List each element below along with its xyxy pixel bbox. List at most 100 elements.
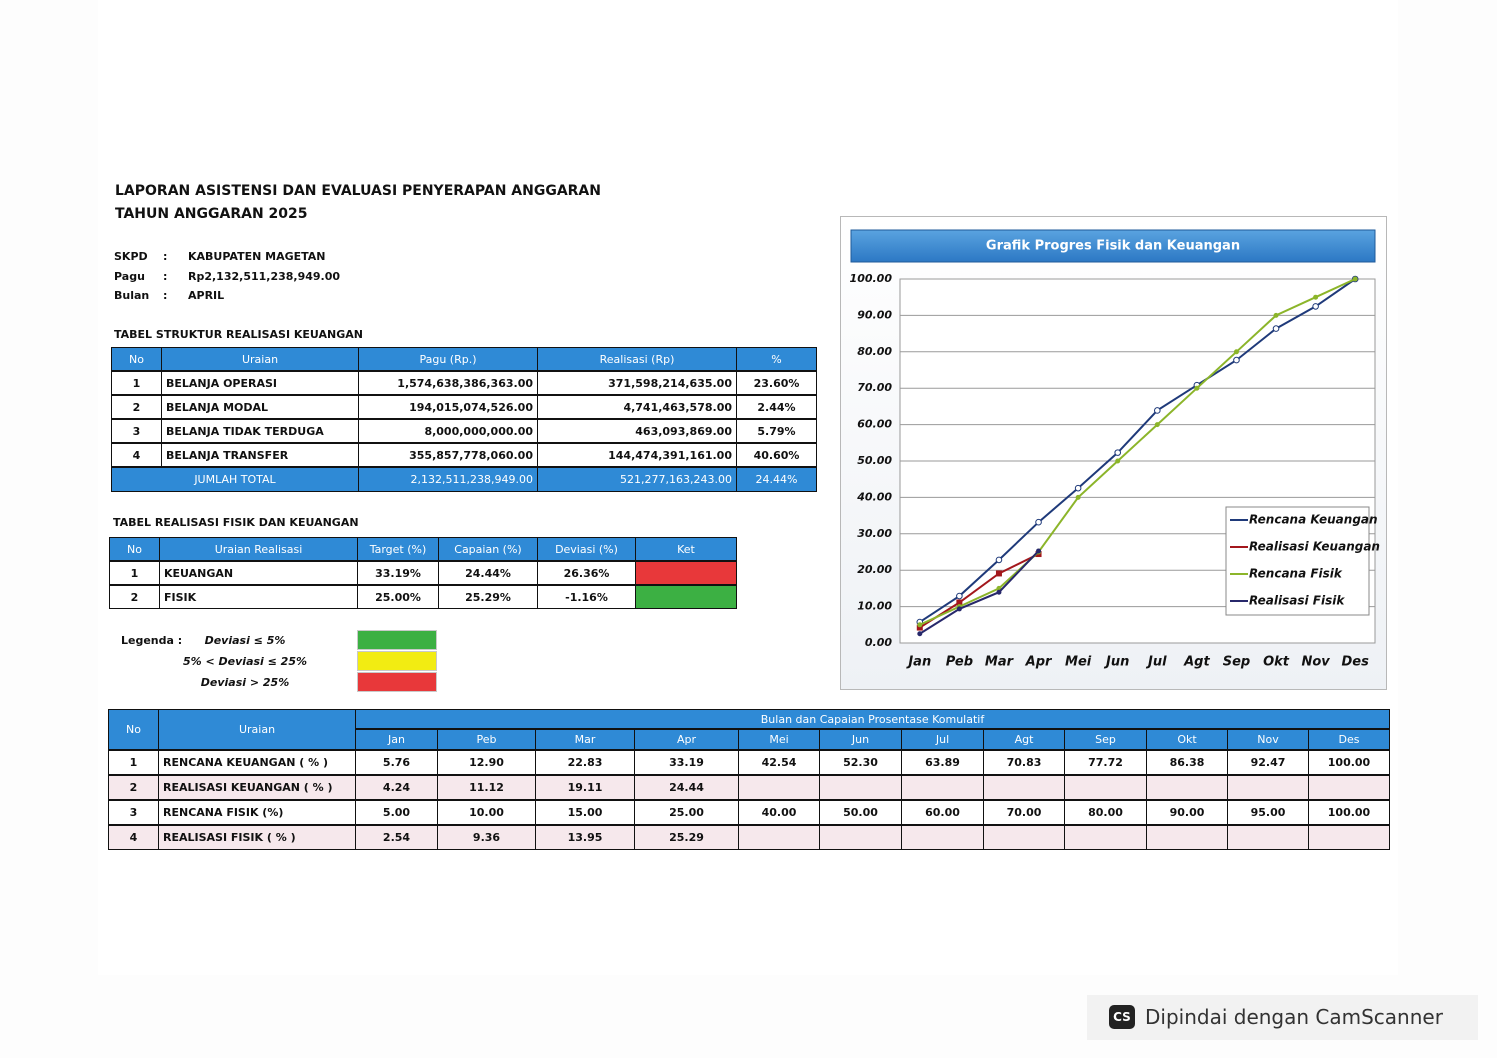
- header-cell: Apr: [634, 729, 739, 750]
- chart-title: Grafik Progres Fisik dan Keuangan: [986, 239, 1240, 254]
- header-cell: Ket: [635, 537, 737, 561]
- data-point: [1035, 518, 1042, 526]
- table-cell: BELANJA TIDAK TERDUGA: [161, 419, 359, 443]
- table-cell: [738, 825, 820, 850]
- table-title: TABEL REALISASI FISIK DAN KEUANGAN: [113, 516, 359, 529]
- data-point: [1074, 484, 1082, 492]
- y-tick-label: 20.00: [857, 563, 892, 576]
- table-cell: [1308, 775, 1390, 800]
- data-point: [1233, 349, 1239, 355]
- legend-box: [1225, 506, 1370, 616]
- table-cell: [983, 775, 1065, 800]
- table-cell: 26.36%: [537, 561, 636, 585]
- header-cell: %: [736, 347, 817, 371]
- table-cell: [738, 775, 820, 800]
- table-cell: 24.44%: [438, 561, 538, 585]
- series-line: [919, 550, 1040, 635]
- x-tick-label: Sep: [1223, 655, 1251, 670]
- header-cell: No: [108, 709, 159, 750]
- table-cell: 2.54: [355, 825, 438, 850]
- header-cell: Peb: [437, 729, 536, 750]
- table-cell: 5.79%: [736, 419, 817, 443]
- table-cell: 4: [111, 443, 162, 467]
- x-tick-label: Mar: [985, 655, 1015, 670]
- header-cell: No: [109, 537, 160, 561]
- table-cell: 194,015,074,526.00: [358, 395, 538, 419]
- total-cell: 24.44%: [736, 467, 817, 492]
- data-point: [956, 606, 962, 612]
- report-title: LAPORAN ASISTENSI DAN EVALUASI PENYERAPA…: [115, 183, 601, 199]
- data-point: [1154, 422, 1160, 428]
- table-cell: BELANJA OPERASI: [161, 371, 359, 395]
- header-cell: Uraian Realisasi: [159, 537, 358, 561]
- table-cell: 144,474,391,161.00: [537, 443, 737, 467]
- table-title: TABEL STRUKTUR REALISASI KEUANGAN: [114, 328, 363, 341]
- table-cell: [1227, 825, 1309, 850]
- table-cell: 4: [108, 825, 159, 850]
- y-tick-label: 80.00: [857, 345, 892, 358]
- header-cell: Realisasi (Rp): [537, 347, 737, 371]
- legend-label: Realisasi Fisik: [1249, 594, 1345, 608]
- table-cell: 1: [108, 750, 159, 775]
- table-cell: RENCANA FISIK (%): [158, 800, 356, 825]
- data-point: [1153, 407, 1161, 414]
- table-cell: 80.00: [1064, 800, 1147, 825]
- y-tick-label: 100.00: [850, 272, 893, 285]
- x-tick-label: Peb: [946, 655, 973, 670]
- x-tick-label: Jul: [1145, 655, 1167, 670]
- data-point: [1272, 325, 1280, 332]
- table-cell: 8,000,000,000.00: [358, 419, 538, 443]
- header-cell: Agt: [983, 729, 1065, 750]
- table-cell: 25.29%: [438, 585, 538, 609]
- info-label: Pagu: [114, 269, 145, 283]
- data-point: [1313, 294, 1319, 300]
- info-value: Rp2,132,511,238,949.00: [188, 269, 341, 283]
- chart-title-bar: [850, 229, 1376, 263]
- data-point: [996, 589, 1002, 595]
- table-cell: [1146, 825, 1228, 850]
- header-cell: Mei: [738, 729, 820, 750]
- table-cell: 24.44: [634, 775, 739, 800]
- status-cell: [635, 585, 737, 609]
- legend-label: 5% < Deviasi ≤ 25%: [182, 655, 308, 668]
- report-subtitle: TAHUN ANGGARAN 2025: [115, 206, 308, 222]
- table-cell: BELANJA MODAL: [161, 395, 359, 419]
- data-point: [995, 570, 1002, 577]
- chart: Grafik Progres Fisik dan Keuangan 0.00 10…: [840, 216, 1387, 690]
- table-cell: 63.89: [901, 750, 984, 775]
- table-cell: 23.60%: [736, 371, 817, 395]
- table-cell: 19.11: [535, 775, 635, 800]
- data-point: [995, 556, 1003, 564]
- table-cell: 77.72: [1064, 750, 1147, 775]
- table-cell: 9.36: [437, 825, 536, 850]
- info-label: SKPD: [114, 250, 148, 263]
- header-cell: Uraian: [158, 709, 356, 750]
- header-cell: Jul: [901, 729, 984, 750]
- table-cell: 15.00: [535, 800, 635, 825]
- header-cell: No: [111, 347, 162, 371]
- table-cell: [983, 825, 1065, 850]
- total-cell: 2,132,511,238,949.00: [358, 467, 538, 492]
- legend-title: Legenda :: [121, 634, 183, 647]
- legend-swatch: [357, 651, 437, 671]
- table-cell: [1146, 775, 1228, 800]
- data-point: [1114, 449, 1122, 456]
- legend-swatch: [357, 672, 437, 692]
- info-separator: :: [163, 250, 168, 263]
- header-cell: Capaian (%): [438, 537, 538, 561]
- legend-swatch: [357, 630, 437, 650]
- legend-label: Deviasi ≤ 5%: [204, 634, 286, 647]
- table-cell: 463,093,869.00: [537, 419, 737, 443]
- table-cell: [819, 775, 902, 800]
- header-cell: Target (%): [357, 537, 439, 561]
- legend-label: Deviasi > 25%: [200, 676, 290, 689]
- table-cell: 13.95: [535, 825, 635, 850]
- info-value: KABUPATEN MAGETAN: [188, 250, 326, 263]
- table-cell: [819, 825, 902, 850]
- data-point: [1194, 385, 1200, 391]
- header-cell: Jan: [355, 729, 438, 750]
- table-cell: 92.47: [1227, 750, 1309, 775]
- table-cell: 50.00: [819, 800, 902, 825]
- header-cell: Nov: [1227, 729, 1309, 750]
- table-cell: 12.90: [437, 750, 536, 775]
